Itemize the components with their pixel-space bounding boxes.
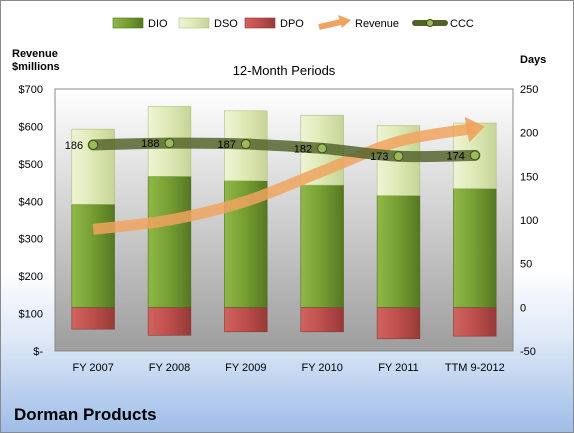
ccc-line: [87, 137, 481, 163]
revenue-line: [92, 122, 476, 235]
legend-label: CCC: [450, 18, 474, 30]
bar-dio: [71, 203, 115, 308]
right-axis-ticks: -50 0 50 100 150 200 250: [520, 84, 538, 358]
x-tick-label: FY 2008: [149, 362, 190, 374]
x-axis-ticks: FY 2007 FY 2008 FY 2009 FY 2010 FY 2011 TTM 9…: [72, 362, 504, 374]
left-tick-label: $200: [19, 271, 43, 283]
lines-layer: 186 188 187 182 173 174: [65, 116, 485, 235]
right-tick-label: 250: [520, 84, 538, 96]
company-name: Dorman Products: [14, 405, 157, 424]
chart-title: 12-Month Periods: [233, 63, 336, 78]
left-tick-label: $400: [19, 196, 43, 208]
legend-swatch-marker: [426, 19, 434, 27]
legend-label: DPO: [280, 18, 304, 30]
x-tick-label: FY 2007: [72, 362, 113, 374]
ccc-data-label: 174: [446, 150, 464, 162]
right-tick-label: 150: [520, 171, 538, 183]
bar-dpo: [453, 307, 497, 337]
legend-swatch-arrowhead: [338, 15, 351, 28]
left-axis-title-line2: $millions: [12, 61, 60, 73]
right-tick-label: 100: [520, 215, 538, 227]
left-tick-label: $500: [19, 159, 43, 171]
ccc-data-label: 186: [65, 140, 83, 152]
bar-dio: [147, 176, 192, 308]
revenue-arrowhead: [464, 116, 485, 143]
ccc-data-label: 187: [217, 139, 235, 151]
bar-dpo: [300, 307, 344, 333]
left-tick-label: $700: [19, 84, 43, 96]
right-tick-label: -50: [520, 346, 536, 358]
ccc-point: [164, 138, 175, 149]
legend-swatch: [112, 17, 144, 29]
left-tick-label: $-: [33, 346, 43, 358]
legend-swatch: [244, 17, 276, 29]
ccc-data-label: 188: [141, 138, 159, 150]
legend-label: DIO: [148, 18, 168, 30]
right-tick-label: 200: [520, 128, 538, 140]
left-tick-label: $300: [19, 234, 43, 246]
ccc-data-label: 182: [294, 143, 312, 155]
left-tick-label: $600: [19, 121, 43, 133]
legend-label: DSO: [214, 18, 238, 30]
bar-dpo: [71, 307, 115, 330]
legend-swatch: [318, 19, 342, 30]
right-tick-label: 50: [520, 259, 532, 271]
x-tick-label: FY 2010: [301, 362, 342, 374]
legend-swatch: [178, 17, 210, 29]
legend: DIO DSO DPO Revenue CCC: [112, 15, 474, 30]
right-tick-label: 0: [520, 302, 526, 314]
ccc-data-label: 173: [370, 151, 388, 163]
bar-dpo: [376, 307, 421, 340]
bar-dio: [376, 195, 421, 308]
bar-dio: [453, 188, 497, 308]
x-tick-label: TTM 9-2012: [445, 362, 505, 374]
ccc-point: [240, 139, 251, 150]
left-axis-title-line1: Revenue: [12, 48, 58, 60]
bar-dpo: [224, 307, 268, 333]
x-tick-label: FY 2011: [378, 362, 419, 374]
ccc-point: [393, 151, 404, 162]
left-tick-label: $100: [19, 309, 43, 321]
legend-label: Revenue: [355, 18, 399, 30]
right-axis-title: Days: [520, 54, 546, 66]
left-axis-ticks: $- $100 $200 $300 $400 $500 $600 $700: [19, 84, 44, 358]
ccc-point: [469, 150, 480, 161]
ccc-point: [88, 139, 99, 150]
x-tick-label: FY 2009: [225, 362, 266, 374]
bar-dio: [300, 184, 344, 308]
bar-dpo: [147, 307, 192, 336]
ccc-point: [317, 143, 328, 154]
